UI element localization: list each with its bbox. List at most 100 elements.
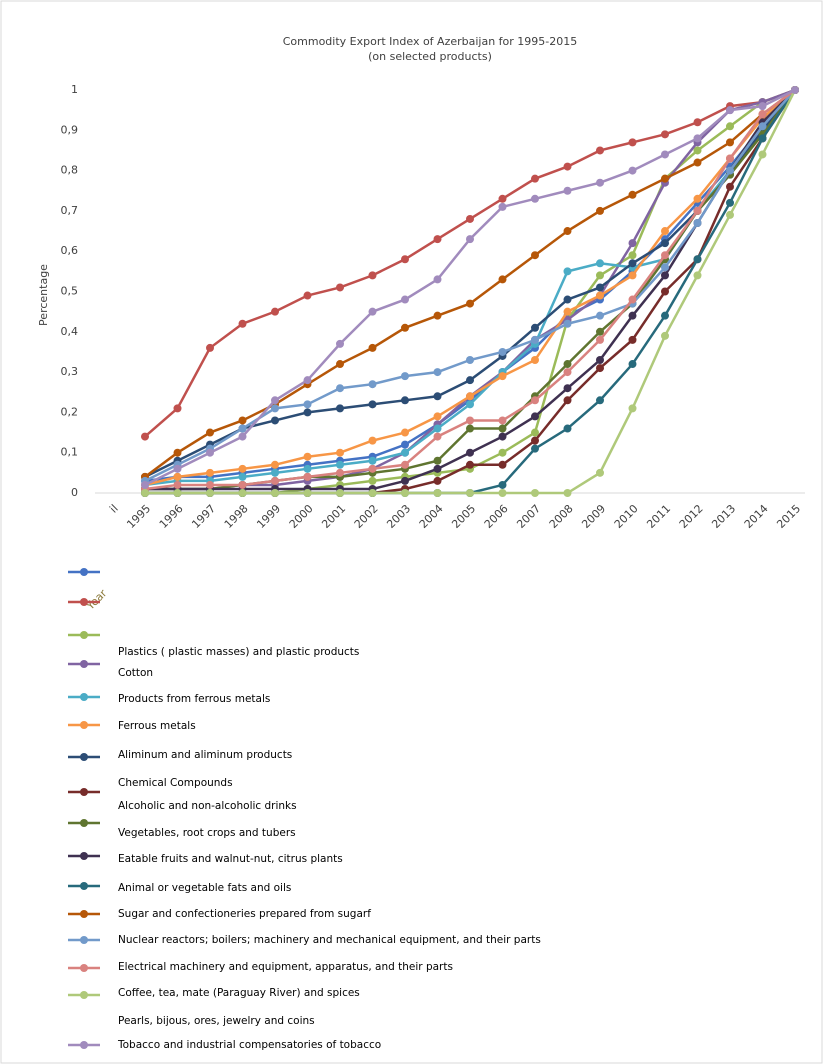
data-point [336, 404, 344, 413]
data-point [498, 202, 507, 211]
data-point [726, 154, 734, 163]
data-point [498, 416, 507, 425]
y-tick-label: 0,6 [61, 244, 79, 257]
data-point [303, 376, 312, 385]
data-point [433, 392, 442, 401]
data-point [336, 283, 344, 292]
data-point [433, 311, 442, 320]
data-point [173, 404, 182, 413]
data-point [693, 206, 702, 215]
y-axis-label: Percentage [37, 264, 50, 326]
data-point [336, 460, 344, 469]
data-point [368, 307, 377, 316]
data-point [303, 408, 312, 417]
data-point [271, 416, 279, 425]
data-point [758, 122, 767, 131]
legend-marker [80, 598, 88, 606]
chart-subtitle: (on selected products) [368, 50, 492, 63]
data-point [238, 480, 247, 489]
data-point [466, 356, 474, 365]
data-point [628, 335, 637, 344]
data-point [401, 428, 409, 437]
data-point [303, 489, 312, 497]
data-point [791, 86, 799, 94]
data-point [726, 106, 734, 115]
data-point [368, 436, 377, 445]
data-point [693, 255, 702, 264]
data-point [661, 150, 669, 159]
data-point [271, 476, 279, 485]
data-point [336, 360, 344, 369]
data-point [303, 472, 312, 481]
data-point [401, 476, 409, 485]
data-point [758, 134, 767, 143]
data-point [726, 138, 734, 147]
data-point [271, 468, 279, 477]
data-point [433, 424, 442, 433]
data-point [206, 343, 214, 352]
data-point [336, 468, 344, 477]
data-point [173, 489, 182, 497]
y-tick-label: 0,3 [61, 365, 79, 378]
data-point [466, 392, 474, 401]
data-point [693, 218, 702, 227]
data-point [661, 271, 669, 280]
data-point [271, 489, 279, 497]
legend-marker [80, 852, 88, 860]
legend-text: Products from ferrous metals [118, 693, 270, 705]
y-tick-label: 0,7 [61, 204, 79, 217]
data-point [596, 327, 604, 336]
data-point [336, 384, 344, 393]
data-point [628, 295, 637, 304]
data-point [531, 436, 539, 445]
data-point [596, 206, 604, 215]
data-point [531, 428, 539, 437]
data-point [401, 255, 409, 264]
data-point [466, 214, 474, 223]
data-point [271, 404, 279, 413]
data-point [173, 448, 182, 457]
data-point [433, 275, 442, 284]
data-point [596, 259, 604, 268]
data-point [368, 400, 377, 409]
data-point [531, 356, 539, 365]
data-point [628, 311, 637, 320]
chart-title: Commodity Export Index of Azerbaijan for… [283, 35, 578, 48]
data-point [498, 448, 507, 457]
data-point [401, 489, 409, 497]
data-point [531, 174, 539, 183]
data-point [466, 424, 474, 433]
data-point [693, 118, 702, 127]
data-point [238, 416, 247, 425]
data-point [466, 235, 474, 244]
data-point [563, 319, 572, 328]
data-point [628, 251, 637, 260]
data-point [563, 360, 572, 369]
data-point [531, 335, 539, 344]
data-point [466, 460, 474, 469]
data-point [563, 489, 572, 497]
data-point [661, 263, 669, 272]
data-point [271, 396, 279, 405]
y-tick-label: 0 [71, 486, 78, 499]
data-point [238, 432, 247, 441]
data-point [726, 122, 734, 131]
data-point [141, 432, 149, 441]
data-point [693, 158, 702, 167]
legend-marker [80, 693, 88, 701]
data-point [206, 468, 214, 477]
data-point [596, 178, 604, 187]
legend-text: Sugar and confectioneries prepared from … [118, 908, 371, 920]
data-point [498, 372, 507, 381]
data-point [141, 489, 149, 497]
data-point [693, 134, 702, 143]
data-point [303, 291, 312, 300]
data-point [173, 480, 182, 489]
data-point [303, 400, 312, 409]
data-point [693, 146, 702, 155]
data-point [596, 364, 604, 373]
data-point [563, 227, 572, 236]
data-point [628, 404, 637, 413]
data-point [563, 396, 572, 405]
